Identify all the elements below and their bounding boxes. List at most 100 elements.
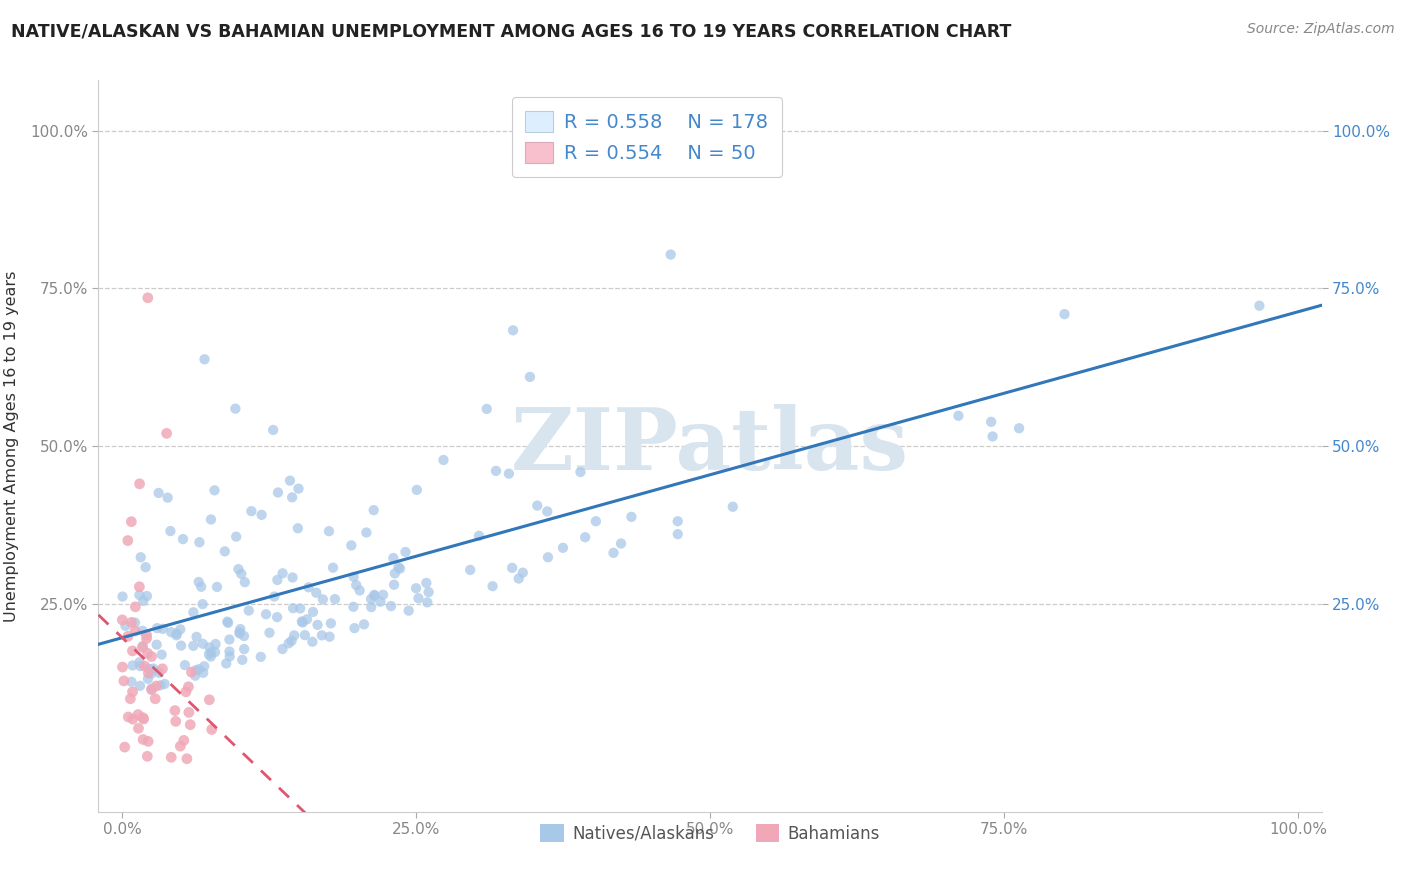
Point xyxy=(281,570,304,584)
Point xyxy=(204,483,226,498)
Point xyxy=(569,465,592,479)
Point xyxy=(312,592,335,607)
Point xyxy=(311,628,333,642)
Point xyxy=(177,706,200,720)
Point xyxy=(127,707,149,722)
Point xyxy=(981,429,1004,443)
Point xyxy=(287,482,309,496)
Point xyxy=(250,508,273,522)
Point xyxy=(432,453,454,467)
Point xyxy=(263,590,285,604)
Point xyxy=(302,605,325,619)
Point xyxy=(145,638,167,652)
Point xyxy=(217,615,239,629)
Point xyxy=(1053,307,1076,321)
Point xyxy=(498,467,520,481)
Point xyxy=(218,649,240,664)
Point xyxy=(136,646,159,660)
Point xyxy=(231,566,253,581)
Point xyxy=(382,578,405,592)
Point xyxy=(131,624,153,638)
Point xyxy=(468,529,491,543)
Point xyxy=(205,580,228,594)
Point xyxy=(266,610,288,624)
Point xyxy=(228,562,250,576)
Point xyxy=(131,640,153,655)
Point xyxy=(349,583,371,598)
Point xyxy=(187,662,209,676)
Point xyxy=(620,509,643,524)
Point xyxy=(135,632,157,646)
Point xyxy=(138,665,160,680)
Point xyxy=(1008,421,1031,435)
Point xyxy=(295,612,318,626)
Point xyxy=(398,604,420,618)
Point xyxy=(415,576,437,591)
Point xyxy=(117,710,139,724)
Point xyxy=(405,483,427,497)
Point xyxy=(204,645,226,659)
Point xyxy=(659,247,682,261)
Point xyxy=(526,499,548,513)
Text: Source: ZipAtlas.com: Source: ZipAtlas.com xyxy=(1247,22,1395,37)
Point xyxy=(343,570,366,584)
Point xyxy=(117,629,139,643)
Point xyxy=(179,717,201,731)
Point xyxy=(191,637,214,651)
Point xyxy=(481,579,503,593)
Point xyxy=(159,524,181,538)
Point xyxy=(184,668,207,682)
Point xyxy=(501,561,523,575)
Point xyxy=(1249,299,1271,313)
Point xyxy=(166,626,188,640)
Point xyxy=(233,575,256,590)
Point xyxy=(142,662,165,676)
Point xyxy=(186,630,208,644)
Point xyxy=(254,607,277,622)
Point xyxy=(200,649,222,664)
Point xyxy=(418,585,440,599)
Point xyxy=(277,636,299,650)
Point xyxy=(387,560,409,574)
Point xyxy=(218,632,240,647)
Point xyxy=(574,530,596,544)
Point xyxy=(204,637,226,651)
Point xyxy=(229,622,252,636)
Point xyxy=(150,648,173,662)
Point xyxy=(128,588,150,602)
Point xyxy=(134,659,156,673)
Point xyxy=(318,524,340,538)
Point xyxy=(382,551,405,566)
Point xyxy=(111,660,134,674)
Point xyxy=(281,491,304,505)
Point xyxy=(156,426,179,441)
Point xyxy=(188,535,211,549)
Point xyxy=(537,550,560,565)
Point xyxy=(165,628,187,642)
Point xyxy=(666,527,689,541)
Point xyxy=(215,657,238,671)
Point xyxy=(131,639,153,653)
Point xyxy=(458,563,481,577)
Point xyxy=(551,541,574,555)
Point xyxy=(187,574,209,589)
Point xyxy=(146,621,169,635)
Point xyxy=(408,591,430,606)
Point xyxy=(174,685,197,699)
Point xyxy=(297,580,319,594)
Point xyxy=(259,625,281,640)
Point xyxy=(323,592,346,607)
Point xyxy=(318,630,340,644)
Point xyxy=(948,409,970,423)
Point xyxy=(129,679,152,693)
Point xyxy=(163,704,186,718)
Point xyxy=(172,532,194,546)
Point xyxy=(198,640,221,655)
Point xyxy=(149,678,172,692)
Point xyxy=(132,712,155,726)
Point xyxy=(132,594,155,608)
Legend: Natives/Alaskans, Bahamians: Natives/Alaskans, Bahamians xyxy=(531,816,889,851)
Text: ZIPatlas: ZIPatlas xyxy=(510,404,910,488)
Point xyxy=(145,679,167,693)
Point xyxy=(610,536,633,550)
